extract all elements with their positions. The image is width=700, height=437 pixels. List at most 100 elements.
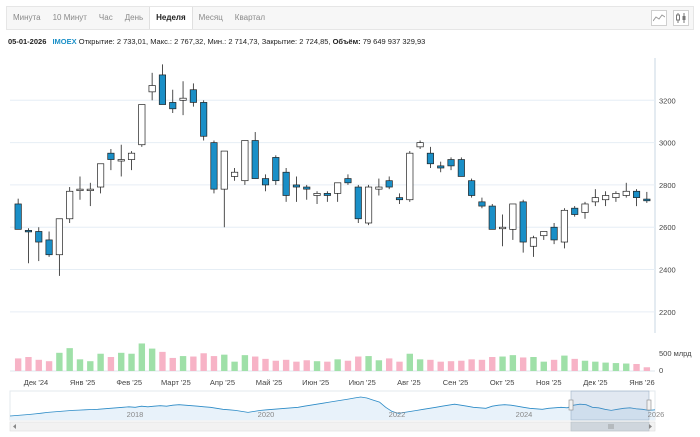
candle-body xyxy=(24,230,33,233)
candle-body xyxy=(540,231,548,237)
candle-body xyxy=(272,157,280,182)
volume-bar xyxy=(169,357,176,371)
volume-bar xyxy=(282,359,290,371)
volume-bar xyxy=(241,355,249,371)
candle-body xyxy=(334,182,342,194)
volume-bar xyxy=(76,359,84,371)
navigator-year-label: 2018 xyxy=(127,410,144,419)
y-tick-label: 3000 xyxy=(659,139,676,148)
navigator-handle-left[interactable] xyxy=(568,399,574,411)
scroll-right-arrow-icon[interactable] xyxy=(649,424,652,429)
candle-body xyxy=(437,165,445,169)
chart-type-switcher xyxy=(651,10,689,26)
volume-bar xyxy=(550,359,558,371)
candle-body xyxy=(468,180,476,196)
volume-bar xyxy=(66,348,73,371)
candle-body xyxy=(426,152,434,165)
volume-bar xyxy=(447,361,455,371)
candle-body xyxy=(76,188,84,192)
volume-bar xyxy=(272,360,280,371)
navigator-year-label: 2024 xyxy=(516,410,533,419)
candle-body xyxy=(14,203,22,230)
volume-bar xyxy=(293,361,300,371)
candle-body xyxy=(55,218,63,256)
tab-2[interactable]: Час xyxy=(98,13,113,22)
candle-body xyxy=(292,184,300,188)
volume-bar xyxy=(612,363,620,371)
tab-3[interactable]: День xyxy=(124,13,144,22)
volume-bar xyxy=(107,357,115,371)
candle-body xyxy=(632,190,641,198)
navigator-year-label: 2022 xyxy=(389,410,406,419)
volume-bar xyxy=(427,359,434,371)
volume-bar xyxy=(87,361,94,371)
candle-body xyxy=(303,186,311,190)
volume-bar xyxy=(190,356,197,371)
volume-bar xyxy=(313,361,321,371)
line-chart-icon[interactable] xyxy=(651,10,667,26)
volume-bar xyxy=(344,360,352,371)
volume-bar xyxy=(458,360,465,371)
volume-bar xyxy=(324,361,331,371)
navigator-year-label: 2020 xyxy=(258,410,275,419)
info-high: 2 767,32 xyxy=(174,37,204,46)
x-tick-label: Дек '24 xyxy=(24,378,48,387)
x-tick-label: Фев '25 xyxy=(116,378,142,387)
info-close: 2 724,85 xyxy=(299,37,329,46)
volume-bar xyxy=(519,357,527,371)
volume-bar xyxy=(365,356,372,371)
volume-bar xyxy=(623,363,630,371)
tab-0[interactable]: Минута xyxy=(13,13,41,22)
timeframe-toolbar: Минута 10 Минут Час День Неделя Месяц Квартал xyxy=(6,6,694,30)
volume-bar xyxy=(210,356,218,371)
volume-bar xyxy=(643,367,651,371)
tab-4[interactable]: Неделя xyxy=(149,7,193,29)
candle-body xyxy=(550,226,558,241)
volume-bar xyxy=(179,356,187,371)
candle-body xyxy=(261,178,270,186)
x-tick-label: Окт '25 xyxy=(490,378,515,387)
candle-body xyxy=(210,142,218,190)
volume-bar xyxy=(406,353,413,371)
candle-body xyxy=(478,201,486,207)
navigator-selection xyxy=(570,390,650,421)
candle-body xyxy=(241,140,249,182)
candlestick-chart-icon[interactable] xyxy=(673,10,689,26)
volume-bar xyxy=(200,353,207,371)
volume-bar xyxy=(571,358,578,371)
candle-body xyxy=(200,102,208,137)
y-tick-label: 2600 xyxy=(659,223,676,232)
navigator-year-label: 2026 xyxy=(648,410,665,419)
volume-bar xyxy=(499,356,506,371)
candle-body xyxy=(643,198,651,202)
x-tick-label: Янв '25 xyxy=(70,378,95,387)
candle-body xyxy=(169,102,177,110)
price-chart[interactable]: 3200 3000 2800 2600 2400 2200 500 млрд 0 Дек '24… xyxy=(0,48,700,437)
navigator-handle-right[interactable] xyxy=(646,399,652,411)
candle-body xyxy=(622,190,630,196)
tab-6[interactable]: Квартал xyxy=(234,13,266,22)
candle-body xyxy=(313,193,321,196)
volume-bar xyxy=(148,348,156,371)
tab-5[interactable]: Месяц xyxy=(198,13,223,22)
volume-bar xyxy=(355,356,362,371)
tab-1[interactable]: 10 Минут xyxy=(52,13,87,22)
x-tick-label: Апр '25 xyxy=(210,378,235,387)
candle-body xyxy=(189,89,197,103)
y-tick-label: 2800 xyxy=(659,181,676,190)
scroll-left-arrow-icon[interactable] xyxy=(13,424,16,429)
candle-body xyxy=(499,226,507,230)
candle-body xyxy=(97,163,105,188)
volume-bar xyxy=(118,352,125,371)
navigator-area xyxy=(10,397,655,420)
scrollbar-thumb[interactable] xyxy=(570,421,650,432)
volume-bar xyxy=(45,361,53,371)
candle-body xyxy=(138,104,146,146)
x-tick-label: Ноя '25 xyxy=(536,378,562,387)
volume-bar xyxy=(231,361,238,371)
volume-bar xyxy=(592,361,599,371)
candle-body xyxy=(282,171,290,196)
info-volume: 79 649 937 329,93 xyxy=(362,37,426,46)
volume-bar xyxy=(530,357,537,371)
candle-body xyxy=(395,197,404,201)
